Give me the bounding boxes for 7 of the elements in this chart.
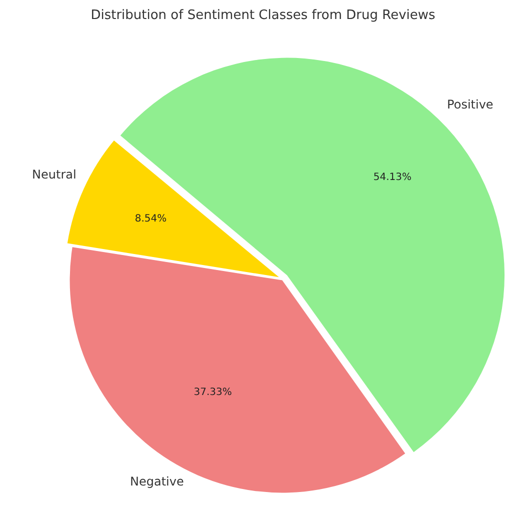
chart-title: Distribution of Sentiment Classes from Drug Reviews [90,8,436,23]
slice-label: Negative [130,474,184,488]
data-label: 54.13% [373,172,412,184]
data-label: 8.54% [134,214,167,225]
slice-label: Neutral [32,167,76,182]
data-label: 37.33% [194,386,232,398]
slice-label: Positive [447,98,494,112]
